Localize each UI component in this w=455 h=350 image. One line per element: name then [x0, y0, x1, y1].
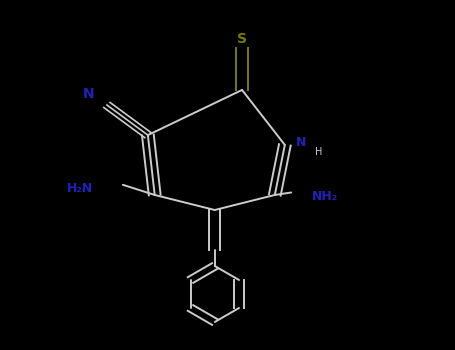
Text: N: N — [296, 135, 307, 149]
Text: H₂N: H₂N — [67, 182, 93, 195]
Text: NH₂: NH₂ — [312, 189, 338, 203]
Text: N: N — [83, 88, 95, 102]
Text: S: S — [237, 32, 247, 46]
Text: H: H — [315, 147, 323, 157]
